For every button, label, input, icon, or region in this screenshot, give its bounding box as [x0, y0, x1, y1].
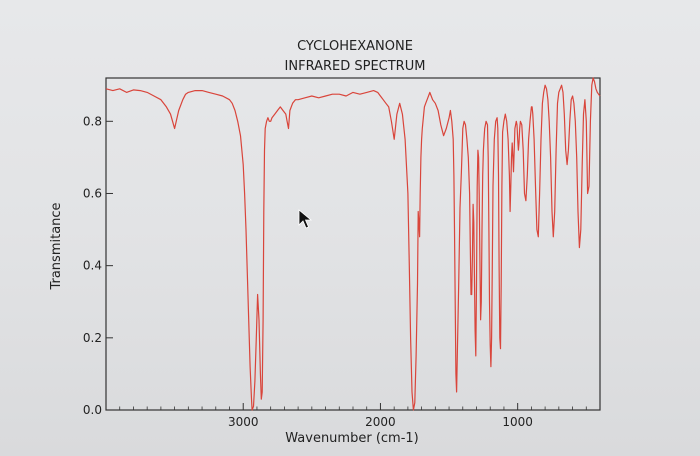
- x-tick-label: 2000: [365, 415, 396, 429]
- y-tick-label: 0.2: [83, 331, 102, 345]
- spectrum-line: [105, 77, 601, 411]
- x-tick-label: 3000: [228, 415, 259, 429]
- y-tick-label: 0.6: [83, 186, 102, 200]
- x-axis-ticks: 3000 2000 1000: [228, 403, 533, 429]
- x-axis-minor-ticks: [119, 406, 587, 410]
- y-axis-ticks: 0.0 0.2 0.4 0.6 0.8: [83, 114, 113, 417]
- x-axis-label: Wavenumber (cm-1): [285, 431, 418, 446]
- y-axis-label: Transmitance: [49, 202, 64, 290]
- chart-title-line-2: INFRARED SPECTRUM: [285, 59, 426, 74]
- y-tick-label: 0.8: [83, 114, 102, 128]
- y-tick-label: 0.4: [83, 259, 102, 273]
- y-tick-label: 0.0: [83, 403, 102, 417]
- plot-area: [105, 77, 601, 411]
- mouse-cursor-icon: [298, 209, 313, 229]
- x-tick-label: 1000: [502, 415, 533, 429]
- chart-title-line-1: CYCLOHEXANONE: [297, 39, 413, 54]
